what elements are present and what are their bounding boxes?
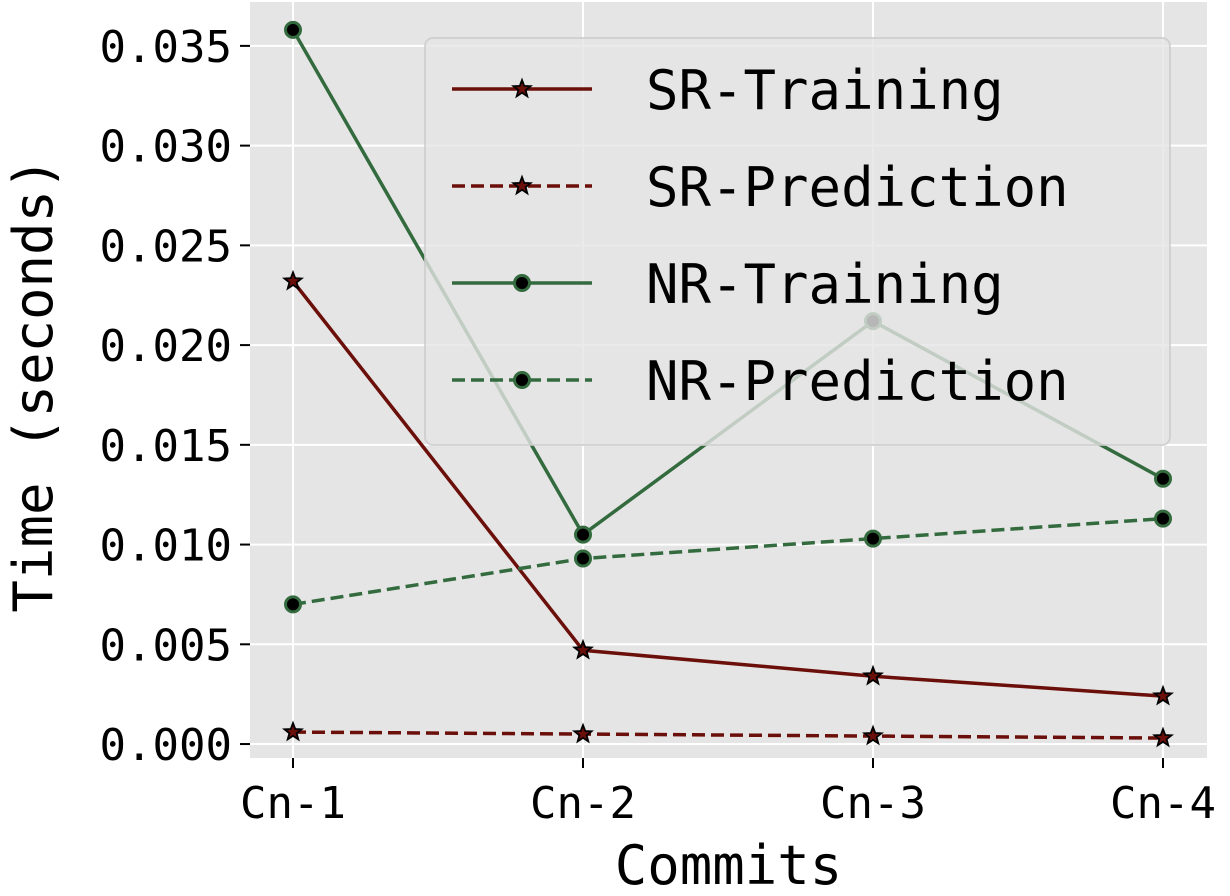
legend-label: NR-Training — [646, 253, 1004, 316]
data-point-sr-prediction — [862, 724, 884, 746]
y-tick-label: 0.010 — [100, 521, 232, 572]
data-point-nr-training — [1154, 469, 1172, 488]
y-axis-label: Time (seconds) — [2, 157, 65, 612]
y-tick-label: 0.030 — [100, 122, 232, 173]
data-point-nr-training — [574, 525, 592, 544]
legend-entry-sr-training: SR-Training — [452, 59, 1004, 122]
data-point-sr-prediction — [1152, 726, 1174, 748]
legend-entry-sr-prediction: SR-Prediction — [452, 156, 1069, 219]
legend-box — [424, 37, 1171, 446]
data-point-nr-training — [284, 20, 302, 39]
series-line-nr-prediction — [292, 516, 1164, 607]
data-point-sr-training — [572, 638, 594, 660]
legend: SR-Training SR-Prediction NR-Training NR-Pr… — [424, 37, 1171, 446]
series-line-sr-prediction — [292, 730, 1164, 740]
y-axis: 0.000 0.005 0.010 0.015 0.020 0.025 0.030 0.035 — [100, 22, 250, 771]
x-tick-label: Cn-3 — [820, 778, 926, 829]
y-tick-label: 0.035 — [100, 22, 232, 73]
y-tick-label: 0.015 — [100, 421, 232, 472]
legend-swatch-marker — [513, 371, 531, 389]
series-sr-training — [282, 269, 1174, 706]
y-tick-label: 0.000 — [100, 720, 232, 771]
legend-entry-nr-training: NR-Training — [452, 253, 1004, 316]
x-tick-label: Cn-2 — [530, 778, 636, 829]
legend-label: NR-Prediction — [646, 350, 1069, 413]
y-tick-label: 0.005 — [100, 620, 232, 671]
x-axis-label: Commits — [615, 834, 843, 896]
series-nr-prediction — [284, 509, 1172, 614]
series-sr-prediction — [282, 720, 1174, 748]
data-point-nr-prediction — [1154, 509, 1172, 528]
data-point-sr-training — [1152, 684, 1174, 706]
legend-swatch-marker — [513, 274, 531, 292]
data-point-nr-prediction — [284, 595, 302, 614]
legend-swatch-marker — [511, 174, 533, 196]
legend-label: SR-Prediction — [646, 156, 1069, 219]
data-point-sr-prediction — [572, 722, 594, 744]
data-point-sr-prediction — [282, 720, 304, 742]
series-line-sr-training — [291, 280, 1164, 698]
legend-label: SR-Training — [646, 59, 1004, 122]
data-point-nr-prediction — [864, 529, 882, 548]
x-tick-label: Cn-4 — [1110, 778, 1216, 829]
legend-entry-nr-prediction: NR-Prediction — [452, 350, 1069, 413]
data-point-sr-training — [282, 269, 304, 291]
x-axis: Cn-1 Cn-2 Cn-3 Cn-4 — [240, 758, 1216, 829]
legend-swatch-marker — [511, 77, 533, 99]
data-point-sr-training — [862, 664, 884, 686]
y-tick-label: 0.020 — [100, 321, 232, 372]
data-point-nr-prediction — [574, 549, 592, 568]
y-tick-label: 0.025 — [100, 221, 232, 272]
x-tick-label: Cn-1 — [240, 778, 346, 829]
